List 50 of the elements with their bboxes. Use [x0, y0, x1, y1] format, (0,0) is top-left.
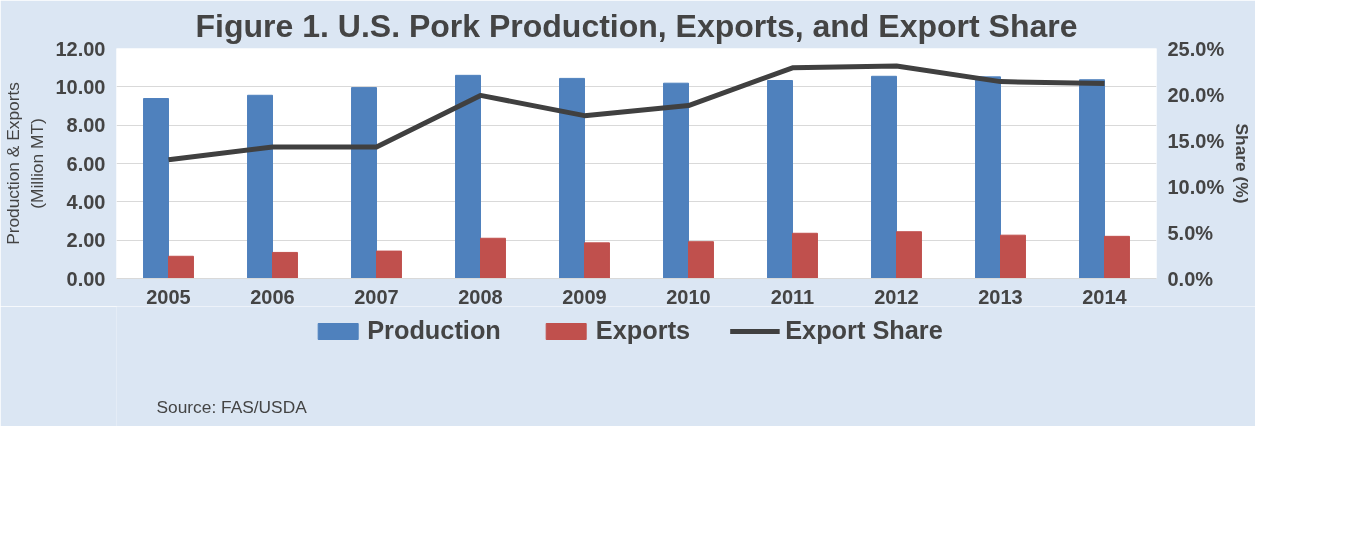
bar: [247, 94, 273, 279]
legend-label: Export Share: [785, 316, 943, 345]
bar: [168, 255, 194, 279]
bar: [559, 77, 585, 279]
bar: [272, 251, 298, 279]
x-tick-label: 2010: [666, 285, 711, 308]
bar: [376, 250, 402, 279]
bar: [896, 231, 922, 279]
x-tick-label: 2008: [458, 285, 503, 308]
x-tick-label: 2009: [562, 285, 607, 308]
chart-title: Figure 1. U.S. Pork Production, Exports, and Export Share: [195, 7, 1078, 44]
y2-tick-label: 15.0%: [1167, 129, 1225, 152]
y2-tick-label: 0.0%: [1167, 267, 1214, 290]
bar: [143, 98, 169, 279]
bar: [767, 80, 793, 279]
bar: [1104, 235, 1130, 279]
y-axis-title: Production & Exports (Million MT): [3, 81, 48, 245]
y2-tick-label: 10.0%: [1167, 175, 1225, 198]
y-tick-label: 8.00: [66, 114, 106, 137]
y-tick-label: 2.00: [66, 229, 106, 252]
bar: [663, 82, 689, 279]
y-tick-label: 12.00: [55, 37, 106, 60]
y2-tick-label: 20.0%: [1167, 83, 1225, 106]
y2-tick-label: 25.0%: [1167, 37, 1225, 60]
bar: [975, 76, 1001, 279]
x-tick-label: 2007: [354, 285, 399, 308]
source-note: Source: FAS/USDA: [156, 396, 308, 417]
legend-label: Exports: [595, 316, 691, 345]
x-tick-label: 2012: [874, 285, 919, 308]
bar: [480, 237, 506, 279]
x-tick-label: 2011: [770, 285, 815, 308]
y2-axis-title: Share (%): [1232, 123, 1253, 204]
bar: [1079, 79, 1105, 279]
bar: [584, 242, 610, 279]
x-tick-label: 2014: [1082, 285, 1128, 308]
bar: [688, 241, 714, 279]
y-tick-label: 4.00: [66, 190, 106, 213]
legend-label: Production: [367, 316, 501, 345]
bar: [871, 75, 897, 279]
x-tick-label: 2005: [146, 285, 191, 308]
bar: [351, 87, 377, 279]
y2-tick-label: 5.0%: [1167, 221, 1214, 244]
x-tick-label: 2013: [978, 285, 1023, 308]
y-tick-label: 0.00: [66, 267, 106, 290]
bar: [1000, 234, 1026, 279]
y-tick-label: 10.00: [55, 75, 106, 98]
x-tick-label: 2006: [250, 285, 295, 308]
y-tick-label: 6.00: [66, 152, 106, 175]
bar: [455, 74, 481, 279]
bar: [792, 232, 818, 279]
